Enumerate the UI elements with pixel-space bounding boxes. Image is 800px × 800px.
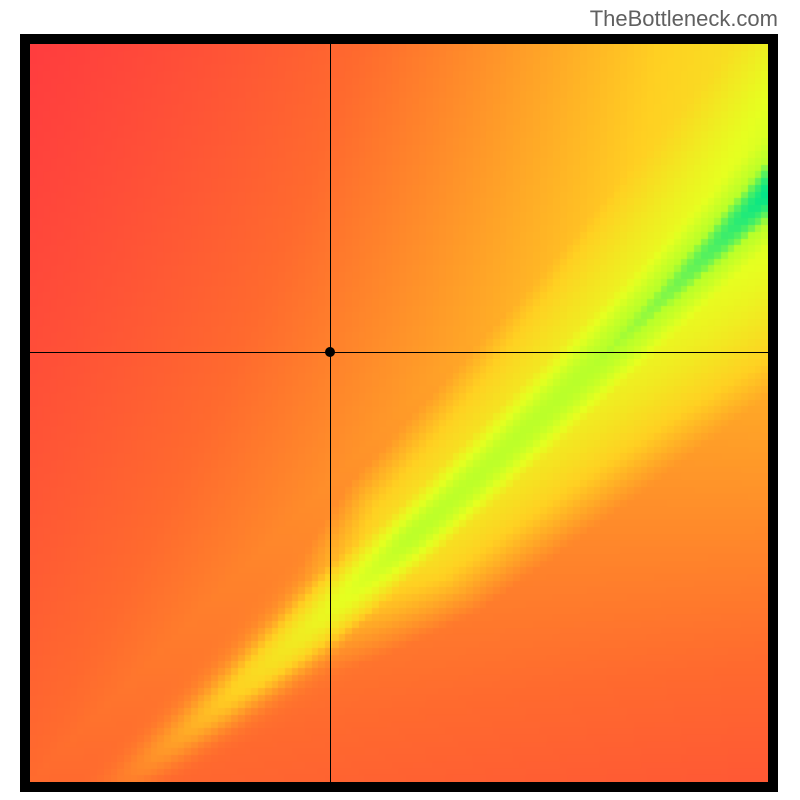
- crosshair-point: [325, 347, 335, 357]
- plot-outer-frame: [20, 34, 778, 792]
- watermark-text: TheBottleneck.com: [590, 6, 778, 32]
- heatmap-canvas: [30, 44, 768, 782]
- crosshair-vertical-line: [330, 44, 331, 782]
- plot-area: [30, 44, 768, 782]
- crosshair-horizontal-line: [30, 352, 768, 353]
